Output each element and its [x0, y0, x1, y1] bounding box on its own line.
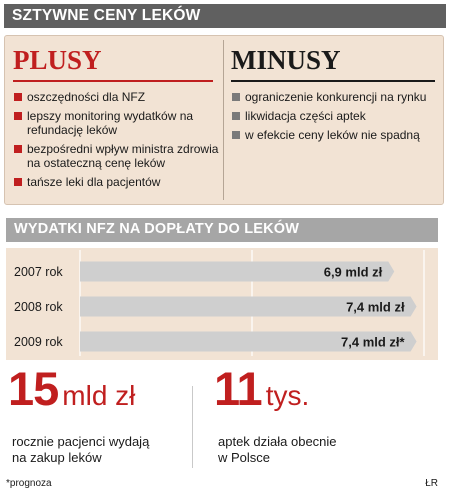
bar: [80, 331, 417, 352]
plusy-list: oszczędności dla NFZ lepszy monitoring w…: [13, 85, 221, 189]
stat-spending-line: rocznie pacjenci wydają: [12, 434, 150, 449]
list-item: tańsze leki dla pacjentów: [13, 175, 221, 189]
data-label: 7,4 mld zł*: [341, 335, 406, 350]
chart-title-bar: WYDATKI NFZ NA DOPŁATY DO LEKÓW: [6, 218, 438, 242]
stat-spending-figure: 15 mld zł: [8, 364, 149, 426]
data-label: 6,9 mld zł: [324, 265, 383, 280]
list-item: ograniczenie konkurencji na rynku: [231, 90, 439, 104]
plusy-item-text: tańsze leki dla pacjentów: [27, 175, 161, 189]
stat-pharmacies-line: aptek działa obecnie: [218, 434, 337, 449]
data-label: 7,4 mld zł: [346, 300, 405, 315]
page-title: SZTYWNE CENY LEKÓW: [12, 7, 201, 24]
red-square-bullet-icon: [14, 145, 22, 153]
stats-panel: 15 mld zł rocznie pacjenci wydają na zaku…: [0, 364, 450, 476]
category-label: 2008 rok: [14, 300, 63, 314]
red-square-bullet-icon: [14, 93, 22, 101]
stat-spending: 15 mld zł rocznie pacjenci wydają na zaku…: [8, 364, 149, 466]
plusy-underline: [13, 80, 213, 82]
plusy-item-text: bezpośredni wpływ ministra zdrowia na os…: [27, 142, 219, 170]
plusy-heading: PLUSY: [13, 45, 102, 75]
list-item: likwidacja części aptek: [231, 109, 439, 123]
list-item: bezpośredni wpływ ministra zdrowia na os…: [13, 142, 221, 170]
list-item: lepszy monitoring wydatków na refundację…: [13, 109, 221, 137]
author-initials: ŁR: [425, 478, 438, 489]
list-item: w efekcie ceny leków nie spadną: [231, 128, 439, 142]
list-item: oszczędności dla NFZ: [13, 90, 221, 104]
minusy-item-text: likwidacja części aptek: [245, 109, 366, 123]
footnote: *prognoza: [6, 478, 52, 489]
bar: [80, 296, 417, 317]
bar: [80, 261, 395, 282]
minusy-item-text: ograniczenie konkurencji na rynku: [245, 90, 427, 104]
category-label: 2009 rok: [14, 335, 63, 349]
stat-spending-description: rocznie pacjenci wydają na zakup leków: [12, 434, 149, 466]
minusy-item-text: w efekcie ceny leków nie spadną: [245, 128, 420, 142]
stat-spending-unit: mld zł: [62, 380, 136, 411]
gray-square-bullet-icon: [232, 112, 240, 120]
minusy-list: ograniczenie konkurencji na rynku likwid…: [231, 85, 439, 142]
red-square-bullet-icon: [14, 178, 22, 186]
chart-title: WYDATKI NFZ NA DOPŁATY DO LEKÓW: [14, 221, 300, 237]
pros-cons-panel: PLUSY oszczędności dla NFZ lepszy monito…: [4, 35, 444, 205]
stats-divider: [192, 386, 193, 468]
stat-pharmacies-figure: 11 tys.: [214, 364, 337, 426]
stat-pharmacies-number: 11: [214, 362, 263, 415]
minusy-underline: [231, 80, 435, 82]
stat-pharmacies-line: w Polsce: [218, 450, 271, 465]
bar-chart-svg: 2007 rok 6,9 mld zł 2008 rok 7,4 mld zł 2009…: [14, 250, 425, 356]
bar-chart: 2007 rok 6,9 mld zł 2008 rok 7,4 mld zł 2009…: [6, 248, 438, 360]
minusy-heading: MINUSY: [231, 45, 341, 75]
column-divider: [223, 40, 224, 200]
red-square-bullet-icon: [14, 112, 22, 120]
plusy-item-text: lepszy monitoring wydatków na refundację…: [27, 109, 194, 137]
plusy-item-text: oszczędności dla NFZ: [27, 90, 146, 104]
category-label: 2007 rok: [14, 265, 63, 279]
stat-pharmacies-unit: tys.: [265, 380, 310, 411]
stat-pharmacies-description: aptek działa obecnie w Polsce: [218, 434, 337, 466]
stat-spending-line: na zakup leków: [12, 450, 102, 465]
stat-pharmacies: 11 tys. aptek działa obecnie w Polsce: [214, 364, 337, 466]
title-bar: SZTYWNE CENY LEKÓW: [4, 4, 446, 28]
gray-square-bullet-icon: [232, 131, 240, 139]
gray-square-bullet-icon: [232, 93, 240, 101]
stat-spending-number: 15: [8, 362, 59, 415]
